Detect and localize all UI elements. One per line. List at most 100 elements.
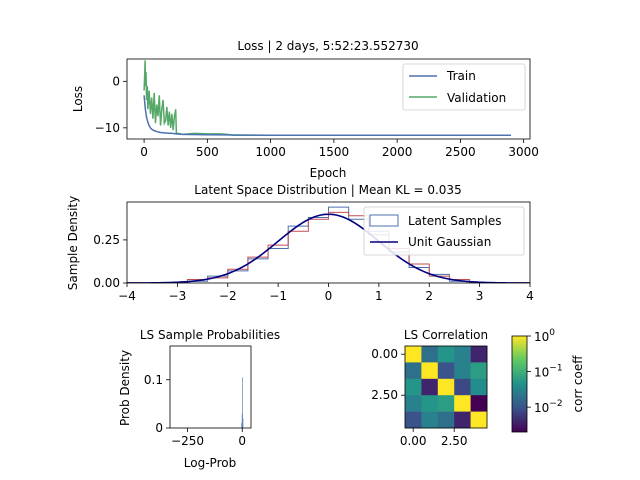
heatmap-cell	[470, 362, 488, 380]
probabilities-marks	[241, 377, 244, 428]
heatmap-cell	[405, 362, 422, 380]
loss-axes-frame	[126, 58, 531, 140]
x-tick-label: −2	[219, 289, 237, 303]
x-tick-label: 3000	[508, 145, 539, 159]
correlation-title: LS Correlation	[404, 328, 488, 342]
probability-bar	[241, 423, 242, 428]
latent-panel: Latent Space Distribution | Mean KL = 0.…	[66, 183, 534, 303]
colorbar-tick-label: 100	[534, 328, 555, 344]
heatmap-cell	[437, 346, 455, 363]
y-tick-label: 0.00	[93, 276, 120, 290]
latent-ylabel: Sample Density	[66, 196, 80, 290]
loss-ticks: 0 500 1000 1500 2000 2500 3000 0 −10	[95, 74, 539, 159]
heatmap-cell	[421, 411, 439, 429]
x-tick-label: 0.00	[400, 434, 427, 448]
probability-bar	[241, 413, 243, 428]
probabilities-ticks: −250 0 0 0.1	[144, 373, 246, 448]
colorbar-tick-exponent: −1	[549, 364, 562, 374]
series-line-train	[143, 95, 512, 137]
heatmap-cell	[470, 346, 488, 363]
colorbar-ticks: 100 10−1 10−2	[527, 328, 563, 415]
x-tick-label: −1	[269, 289, 287, 303]
heatmap-cell	[470, 411, 488, 429]
loss-panel: Loss | 2 days, 5:52:23.552730 0 500 1000 15…	[71, 39, 539, 180]
probability-bar	[242, 418, 244, 428]
legend-latent-samples-swatch	[369, 214, 399, 227]
heatmap-cell	[454, 362, 471, 380]
colorbar-tick-exponent: −2	[549, 399, 562, 409]
x-tick-label: 3	[476, 289, 484, 303]
correlation-heatmap	[405, 346, 488, 429]
heatmap-cell	[405, 395, 422, 412]
x-tick-label: 1000	[255, 145, 286, 159]
loss-ylabel: Loss	[71, 86, 85, 112]
heatmap-cell	[454, 395, 471, 412]
x-tick-label: 2500	[445, 145, 476, 159]
colorbar-label: corr coeff	[571, 355, 585, 413]
probabilities-panel: LS Sample Probabilities −250 0 0 0.1 Log-Pr…	[118, 328, 280, 470]
correlation-ticks: 0.00 2.50 0.00 2.50	[371, 347, 467, 448]
legend-unit-gaussian-label: Unit Gaussian	[408, 235, 491, 249]
x-tick-label: 1500	[319, 145, 350, 159]
probability-bar	[242, 377, 243, 428]
loss-legend: Train Validation	[402, 63, 526, 111]
latent-legend-box	[363, 206, 525, 256]
legend-latent-samples-label: Latent Samples	[408, 214, 502, 228]
heatmap-cell	[421, 378, 439, 396]
x-tick-label: 0	[325, 289, 333, 303]
x-tick-label: 0	[238, 434, 246, 448]
heatmap-cell	[405, 411, 422, 429]
loss-marks	[143, 60, 512, 137]
y-tick-label: 2.50	[371, 388, 398, 402]
x-tick-label: 1	[375, 289, 383, 303]
x-tick-label: 4	[526, 289, 534, 303]
heatmap-cell	[454, 346, 471, 363]
heatmap-cell	[437, 378, 455, 396]
heatmap-cell	[454, 378, 471, 396]
y-tick-label: 0.25	[93, 233, 120, 247]
x-tick-label: 2.50	[441, 434, 468, 448]
correlation-axes-frame	[404, 345, 488, 429]
heatmap-cell	[421, 395, 439, 412]
heatmap-cell	[421, 362, 439, 380]
probabilities-ylabel: Prob Density	[118, 350, 132, 426]
y-tick-label: 0.1	[144, 373, 163, 387]
heatmap-cell	[470, 378, 488, 396]
latent-ticks: −4 −3 −2 −1 0 1 2 3 4 0.00 0.25	[93, 233, 534, 303]
unit-gaussian-curve	[127, 213, 530, 283]
probabilities-title: LS Sample Probabilities	[140, 328, 280, 342]
probabilities-axes-frame	[169, 345, 252, 429]
heatmap-cell	[405, 378, 422, 396]
series-line-validation	[143, 60, 512, 137]
colorbar	[511, 335, 528, 433]
loss-title: Loss | 2 days, 5:52:23.552730	[237, 39, 418, 53]
heatmap-cell	[454, 411, 471, 429]
heatmap-cell	[421, 346, 439, 363]
heatmap-cell	[437, 395, 455, 412]
x-tick-label: 2000	[382, 145, 413, 159]
y-tick-label: 0.00	[371, 347, 398, 361]
x-tick-label: −4	[118, 289, 136, 303]
y-tick-label: −10	[95, 121, 120, 135]
loss-xlabel: Epoch	[310, 166, 347, 180]
legend-train-label: Train	[446, 69, 476, 83]
correlation-panel: LS Correlation 0.00 2.500.002.50 10010−11…	[371, 328, 585, 448]
legend-validation-label: Validation	[447, 91, 506, 105]
x-tick-label: 2	[425, 289, 433, 303]
colorbar-tick-label: 10−1	[534, 364, 563, 380]
x-tick-label: −3	[169, 289, 187, 303]
heatmap-cell	[405, 346, 422, 363]
histogram-step-1	[186, 211, 471, 283]
latent-marks	[127, 206, 530, 283]
colorbar-tick-exponent: 0	[549, 328, 555, 338]
x-tick-label: −250	[171, 434, 204, 448]
heatmap-cell	[470, 395, 488, 412]
heatmap-cell	[437, 411, 455, 429]
y-tick-label: 0	[155, 421, 163, 435]
latent-title: Latent Space Distribution | Mean KL = 0.…	[194, 183, 461, 197]
y-tick-label: 0	[112, 74, 120, 88]
x-tick-label: 500	[196, 145, 219, 159]
latent-legend: Latent Samples Unit Gaussian	[363, 206, 525, 256]
heatmap-cell	[437, 362, 455, 380]
